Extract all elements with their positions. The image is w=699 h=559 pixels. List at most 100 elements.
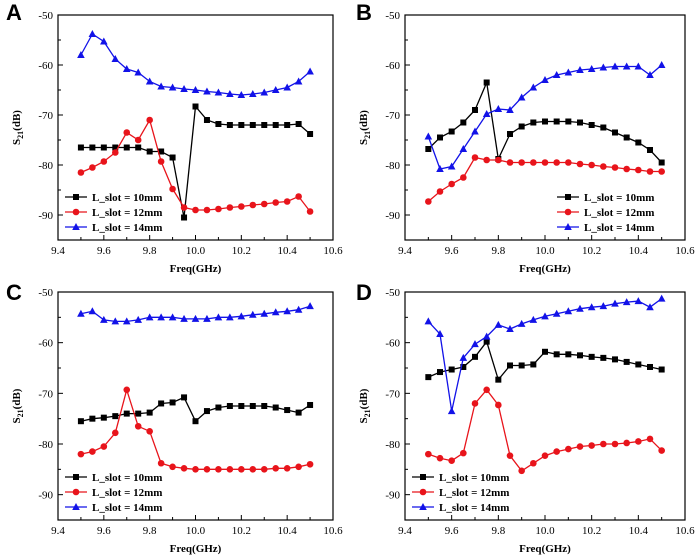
data-point: [215, 404, 222, 411]
x-tick-label: 9.8: [143, 245, 157, 257]
series-3: [424, 61, 666, 172]
data-point: [612, 129, 618, 136]
data-point: [111, 55, 120, 62]
data-point: [564, 307, 573, 315]
x-tick-label: 10.2: [232, 245, 251, 257]
x-tick-label: 9.6: [97, 525, 111, 537]
data-point: [495, 156, 502, 164]
data-point: [111, 149, 119, 156]
x-tick-label: 10.4: [629, 525, 649, 537]
data-point: [565, 118, 572, 125]
legend: L_slot = 10mm L_slot = 12mm L_slot = 14mm: [65, 192, 162, 234]
data-point: [100, 37, 108, 45]
data-point: [146, 148, 153, 155]
series-2: [77, 116, 314, 215]
data-point: [122, 317, 131, 325]
data-point: [623, 439, 630, 447]
data-point: [157, 313, 165, 321]
y-axis-label-unit: (dB): [11, 388, 23, 409]
data-point: [146, 428, 153, 435]
data-point: [135, 144, 142, 151]
data-point: [530, 119, 537, 126]
data-point: [483, 156, 490, 164]
data-point: [471, 340, 479, 348]
series-3: [77, 30, 314, 98]
data-point: [249, 403, 256, 409]
data-point: [588, 122, 595, 128]
data-point: [425, 198, 432, 205]
data-point: [180, 314, 188, 322]
data-point: [294, 77, 303, 85]
data-point: [518, 159, 525, 166]
y-axis-label-main: S: [11, 417, 23, 423]
data-point: [542, 348, 548, 355]
legend-label: L_slot = 12mm: [92, 207, 162, 219]
data-point: [157, 459, 165, 467]
data-point: [214, 88, 223, 96]
data-point: [482, 110, 491, 117]
data-point: [599, 302, 608, 310]
data-point: [541, 159, 549, 166]
x-axis-label: Freq(GHz): [170, 543, 222, 555]
data-point: [283, 307, 291, 315]
x-axis-label: Freq(GHz): [519, 543, 571, 555]
data-point: [157, 82, 165, 90]
x-tick-label: 10.4: [278, 525, 298, 537]
data-point: [226, 466, 234, 473]
legend-entry: L_slot = 10mm: [65, 192, 162, 204]
data-point: [283, 465, 291, 472]
data-point: [483, 79, 490, 86]
x-tick-label: 10.6: [675, 245, 695, 257]
y-axis-label-sub: 21: [16, 131, 25, 139]
plot-frame: [57, 291, 334, 521]
legend-marker: [73, 474, 79, 480]
x-tick-label: 10.2: [582, 525, 601, 537]
data-point: [471, 154, 479, 161]
data-point: [471, 127, 479, 135]
data-point: [181, 214, 188, 221]
data-point: [180, 204, 188, 211]
x-tick-label: 10.6: [323, 525, 343, 537]
data-point: [612, 356, 618, 363]
data-point: [226, 403, 233, 409]
data-point: [249, 122, 256, 128]
x-tick-label: 10.0: [186, 245, 206, 257]
data-point: [634, 297, 643, 305]
data-point: [577, 352, 583, 359]
legend-entry: L_slot = 12mm: [65, 487, 162, 499]
data-point: [89, 415, 96, 422]
data-point: [77, 418, 84, 425]
data-point: [541, 312, 549, 320]
y-tick-label: -70: [385, 388, 400, 400]
data-point: [448, 457, 455, 465]
data-point: [517, 93, 526, 101]
data-point: [307, 131, 314, 137]
data-point: [658, 168, 665, 175]
data-point: [565, 445, 572, 453]
legend-marker: [564, 208, 572, 216]
data-point: [248, 310, 257, 318]
data-point: [261, 122, 268, 128]
data-point: [134, 422, 142, 430]
data-point: [214, 313, 223, 321]
data-point: [123, 386, 131, 394]
data-point: [552, 309, 561, 317]
data-point: [135, 410, 142, 417]
data-point: [507, 362, 513, 369]
data-point: [260, 466, 268, 473]
data-point: [146, 116, 153, 124]
series-1: [77, 103, 314, 221]
data-point: [647, 363, 653, 370]
data-point: [100, 144, 107, 151]
data-point: [436, 454, 444, 462]
data-point: [261, 403, 268, 409]
data-point: [530, 459, 537, 467]
data-point: [507, 131, 513, 137]
series-line: [80, 33, 311, 96]
data-point: [157, 158, 165, 165]
legend-label: L_slot = 10mm: [439, 472, 509, 484]
data-point: [169, 185, 176, 193]
x-tick-label: 9.8: [143, 525, 157, 537]
plot-frame: [404, 291, 686, 521]
